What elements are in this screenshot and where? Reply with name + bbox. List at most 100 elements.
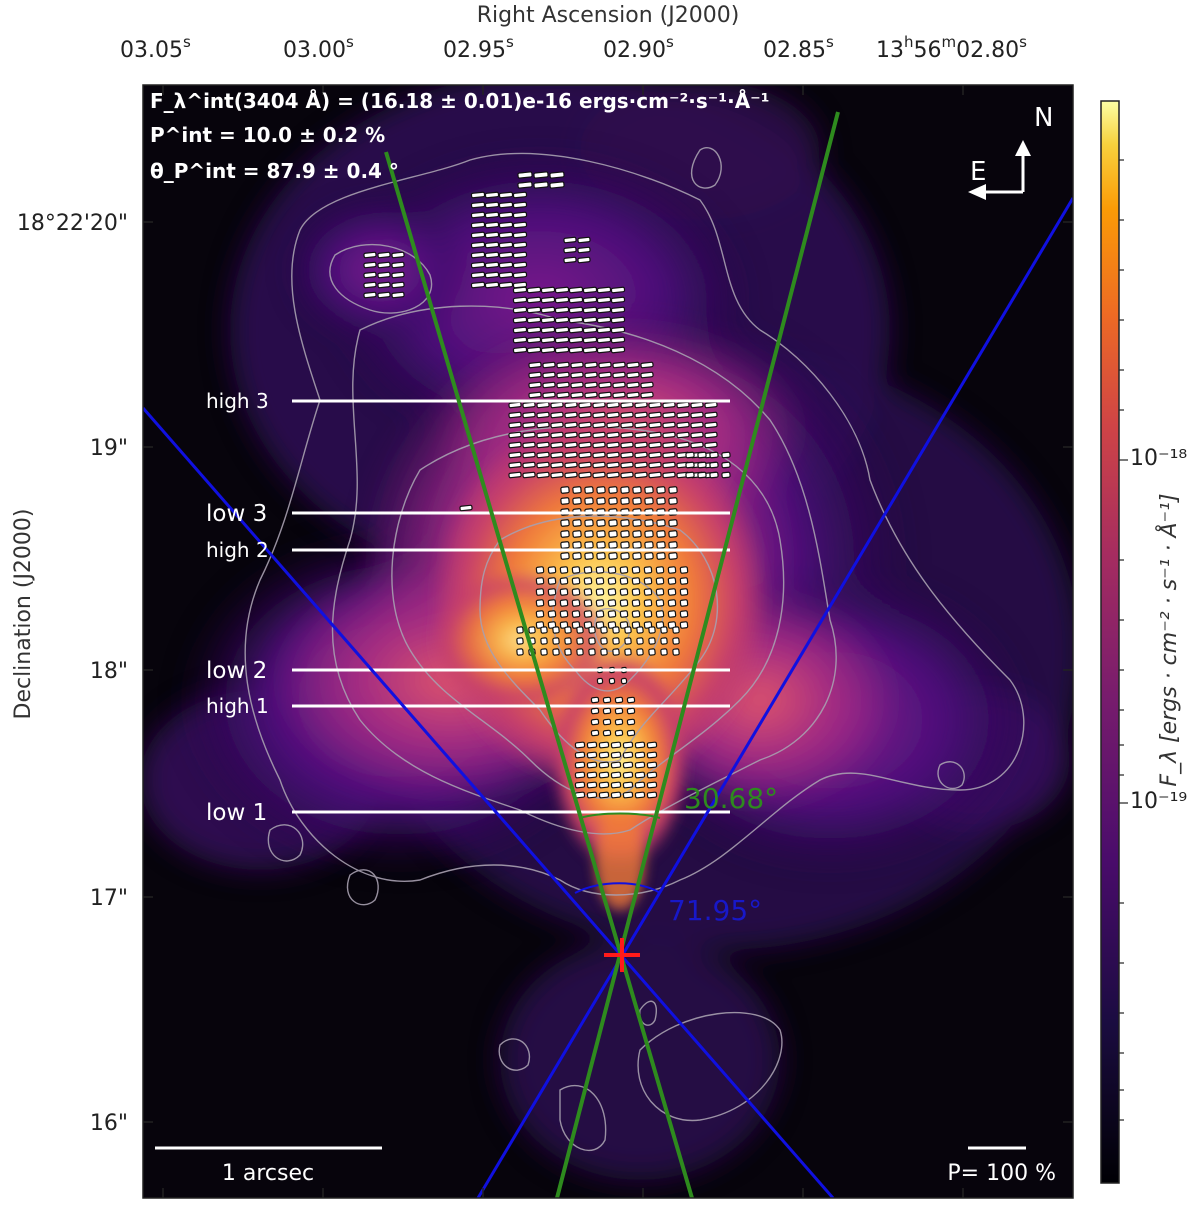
polarization-vector — [596, 519, 606, 527]
polarization-vector — [612, 371, 626, 379]
polarization-vector — [596, 286, 612, 294]
polarization-vector — [586, 781, 598, 789]
polarization-vector — [620, 401, 634, 409]
polarization-scale: P= 100 % — [947, 1146, 1056, 1186]
polarization-vector — [583, 610, 593, 618]
polarization-vector — [634, 451, 648, 459]
polarization-vector — [608, 541, 618, 549]
polarization-vector — [540, 336, 556, 344]
polarization-vector — [634, 751, 646, 759]
polarization-vector — [656, 552, 666, 560]
polarization-vector — [610, 306, 626, 314]
polarization-vector — [631, 588, 641, 596]
polarization-vector — [631, 566, 641, 574]
polarization-vector — [612, 637, 620, 645]
polarization-vector — [574, 781, 586, 789]
polarization-vector — [576, 637, 584, 645]
polarization-vector — [578, 451, 592, 459]
polarization-vector — [512, 211, 528, 219]
polarization-vector — [470, 231, 486, 239]
polarization-vector — [632, 541, 642, 549]
polarization-vector — [596, 541, 606, 549]
polarization-vector — [596, 336, 612, 344]
polarization-vector — [572, 497, 582, 505]
polarization-vector — [584, 371, 598, 379]
polarization-vector — [697, 471, 707, 479]
polarization-vector — [610, 316, 626, 324]
polarization-vector — [595, 599, 605, 607]
polarization-vector — [598, 761, 610, 769]
polarization-vector — [596, 296, 612, 304]
polarization-vector — [512, 261, 528, 269]
region-label-high-3: high 3 — [206, 389, 269, 413]
polarization-vector — [578, 441, 592, 449]
polarization-vector — [564, 431, 578, 439]
polarization-vector — [640, 381, 654, 389]
polarization-vector — [547, 599, 557, 607]
polarization-vector — [614, 729, 624, 737]
polarization-vector — [550, 471, 564, 479]
polarization-vector — [536, 471, 550, 479]
polarization-vector — [564, 471, 578, 479]
polarization-vector — [584, 381, 598, 389]
polarization-vector — [536, 461, 550, 469]
polarization-vector — [668, 530, 678, 538]
polarization-vector — [662, 411, 676, 419]
polarization-vector — [563, 256, 577, 264]
polarization-vector — [470, 271, 486, 279]
polarization-vector — [391, 281, 405, 289]
polarization-vector — [578, 421, 592, 429]
polarization-vector — [610, 751, 622, 759]
polarization-vector — [574, 761, 586, 769]
polarization-vector — [667, 610, 677, 618]
polarization-vector — [648, 431, 662, 439]
polarization-vector — [608, 552, 618, 560]
polarization-vector — [672, 626, 680, 634]
polarization-vector — [526, 286, 542, 294]
y-tick-label: 17" — [90, 886, 128, 911]
polarization-vector — [614, 718, 624, 726]
polarization-vector — [656, 486, 666, 494]
polarization-vector — [634, 761, 646, 769]
polarization-vector — [598, 781, 610, 789]
polarization-vector — [584, 552, 594, 560]
polarization-vector — [596, 497, 606, 505]
polarization-vector — [610, 781, 622, 789]
polarization-vector — [632, 519, 642, 527]
polarization-vector — [577, 256, 591, 264]
x-tick-labels: 03.05s 03.00s 02.95s 02.90s 02.85s 13h56… — [120, 33, 1027, 63]
polarization-vector — [690, 431, 704, 439]
polarization-vector — [526, 296, 542, 304]
polarization-vector — [602, 696, 612, 704]
polarization-vector — [564, 451, 578, 459]
polarization-vector — [363, 291, 377, 299]
polarization-vector — [634, 471, 648, 479]
polarization-vector — [704, 441, 718, 449]
polarization-vector — [498, 281, 514, 289]
polarization-vector — [508, 471, 522, 479]
polarization-vector — [570, 371, 584, 379]
polarization-vector — [540, 306, 556, 314]
polarization-vector — [602, 729, 612, 737]
plot-frame — [142, 84, 1074, 1199]
polarization-vector — [552, 637, 560, 645]
polarization-vector — [610, 791, 622, 799]
polarization-vector — [667, 588, 677, 596]
polarization-vector — [582, 346, 598, 354]
polarization-vector — [540, 286, 556, 294]
polarization-vector — [535, 599, 545, 607]
polarization-vector — [622, 751, 634, 759]
polarization-vector — [676, 431, 690, 439]
polarization-vector — [624, 626, 632, 634]
polarization-vector — [610, 761, 622, 769]
polarization-vector — [584, 486, 594, 494]
polarization-vector — [512, 316, 528, 324]
polarization-vector — [607, 599, 617, 607]
region-label-high-1: high 1 — [206, 694, 269, 718]
polarization-vector — [574, 741, 586, 749]
polarization-vector — [690, 411, 704, 419]
polarization-vector — [598, 391, 612, 399]
polarization-vector — [588, 637, 596, 645]
polarization-vector — [619, 588, 629, 596]
polarization-vector — [598, 381, 612, 389]
